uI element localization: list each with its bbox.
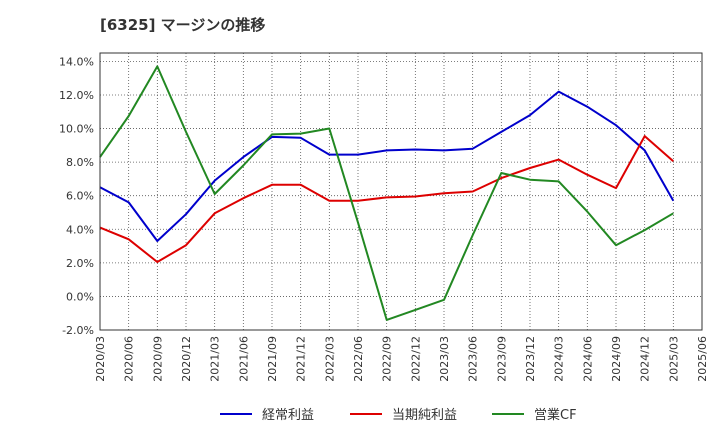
x-tick-label: 2022/12: [409, 336, 422, 382]
grid: [100, 53, 702, 331]
legend-label: 当期純利益: [392, 408, 457, 423]
y-tick-label: 14.0%: [59, 55, 94, 68]
x-tick-label: 2022/06: [352, 336, 365, 382]
x-tick-label: 2021/03: [209, 336, 222, 382]
y-tick-label: 6.0%: [66, 190, 94, 203]
y-tick-label: -2.0%: [62, 324, 94, 337]
y-tick-label: 4.0%: [66, 223, 94, 236]
x-tick-label: 2024/06: [581, 336, 594, 382]
y-tick-label: 12.0%: [59, 89, 94, 102]
x-tick-label: 2023/06: [467, 336, 480, 382]
x-tick-label: 2020/12: [180, 336, 193, 382]
x-tick-label: 2023/12: [524, 336, 537, 382]
x-tick-label: 2024/03: [553, 336, 566, 382]
x-tick-label: 2024/09: [610, 336, 623, 382]
y-tick-label: 8.0%: [66, 156, 94, 169]
legend-label: 営業CF: [534, 407, 577, 423]
x-tick-label: 2020/03: [94, 336, 107, 382]
series-layer: [99, 65, 675, 321]
series-line: [99, 135, 674, 263]
x-tick-label: 2025/03: [667, 336, 680, 382]
chart-title: [6325] マージンの推移: [100, 16, 266, 34]
legend: 経常利益 当期純利益 営業CF: [220, 407, 577, 423]
x-tick-label: 2020/06: [123, 336, 136, 382]
legend-label: 経常利益: [262, 408, 314, 423]
x-tick-label: 2021/12: [295, 336, 308, 382]
y-axis: -2.0% 0.0% 2.0% 4.0% 6.0% 8.0% 10.0% 12.0% 14.0%: [59, 55, 94, 337]
x-tick-label: 2023/03: [438, 336, 451, 382]
x-tick-label: 2024/12: [639, 336, 652, 382]
y-tick-label: 10.0%: [59, 123, 94, 136]
x-tick-label: 2025/06: [696, 336, 709, 382]
series-line: [99, 90, 675, 242]
x-tick-label: 2022/03: [323, 336, 336, 382]
series-line: [99, 65, 674, 321]
y-tick-label: 0.0%: [66, 290, 94, 303]
x-axis: 2020/03 2020/06 2020/09 2020/12 2021/03 2021/…: [94, 336, 709, 382]
x-tick-label: 2020/09: [151, 336, 164, 382]
x-tick-label: 2023/09: [495, 336, 508, 382]
x-tick-label: 2021/09: [266, 336, 279, 382]
y-tick-label: 2.0%: [66, 257, 94, 270]
x-tick-label: 2021/06: [237, 336, 250, 382]
plot-frame: [99, 52, 703, 331]
x-tick-label: 2022/09: [381, 336, 394, 382]
